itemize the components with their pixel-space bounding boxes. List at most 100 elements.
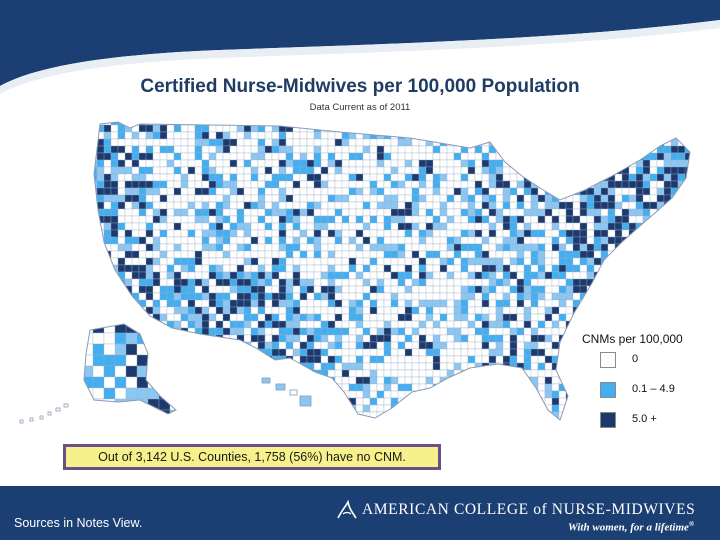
county-cell: [488, 341, 497, 350]
county-cell: [600, 264, 609, 273]
county-cell: [502, 411, 518, 420]
county-cell: [586, 271, 595, 280]
county-cell: [432, 222, 441, 231]
county-cell: [376, 236, 385, 245]
us-county-map: [19, 121, 706, 424]
county-cell: [600, 194, 609, 203]
county-cell: [299, 271, 308, 280]
county-cell: [94, 145, 98, 154]
county-cell: [306, 383, 322, 392]
county-cell: [488, 166, 497, 175]
county-cell: [565, 411, 574, 420]
county-cell: [621, 257, 630, 266]
county-cell: [649, 131, 658, 140]
county-cell: [327, 418, 336, 420]
county-cell: [684, 257, 690, 266]
county-cell: [306, 180, 315, 189]
county-cell: [516, 313, 525, 322]
county-cell: [348, 187, 357, 196]
county-cell: [208, 187, 217, 196]
county-cell: [467, 264, 476, 273]
county-cell: [334, 122, 350, 126]
county-cell: [103, 354, 116, 367]
county-cell: [558, 278, 567, 287]
county-cell: [334, 362, 343, 371]
county-cell: [169, 343, 176, 356]
county-cell: [495, 376, 504, 385]
county-cell: [684, 292, 690, 301]
county-cell: [222, 404, 238, 413]
county-cell: [530, 173, 539, 182]
county-cell: [355, 320, 364, 329]
county-cell: [147, 343, 160, 356]
county-cell: [649, 122, 658, 126]
county-cell: [376, 320, 385, 329]
county-cell: [467, 369, 476, 378]
county-cell: [187, 404, 203, 413]
county-cell: [439, 187, 448, 196]
county-cell: [607, 201, 616, 210]
county-cell: [299, 159, 308, 168]
county-cell: [411, 138, 420, 147]
county-cell: [600, 278, 609, 287]
county-cell: [572, 138, 581, 147]
county-cell: [692, 293, 706, 300]
county-cell: [488, 131, 497, 140]
county-cell: [453, 201, 462, 210]
county-cell: [117, 124, 126, 133]
county-cell: [169, 376, 176, 389]
county-cell: [425, 229, 434, 238]
county-cell: [292, 243, 301, 252]
county-cell: [94, 166, 98, 175]
county-cell: [628, 145, 644, 154]
county-cell: [607, 264, 623, 273]
county-cell: [565, 124, 574, 133]
county-cell: [404, 236, 413, 245]
county-cell: [509, 355, 518, 364]
county-cell: [383, 180, 392, 189]
legend-label-low: 0.1 – 4.9: [632, 383, 675, 395]
county-cell: [285, 341, 294, 350]
county-cell: [187, 166, 196, 175]
county-cell: [390, 355, 399, 364]
county-cell: [502, 215, 511, 224]
county-cell: [264, 362, 273, 371]
county-cell: [124, 215, 133, 224]
county-cell: [551, 124, 567, 133]
county-cell: [285, 166, 294, 175]
county-cell: [201, 355, 210, 364]
county-cell: [586, 138, 595, 147]
county-cell: [418, 122, 434, 126]
county-cell: [348, 124, 364, 133]
county-cell: [376, 145, 385, 154]
county-cell: [278, 327, 287, 336]
county-cell: [376, 194, 385, 203]
county-cell: [649, 257, 665, 266]
county-cell: [152, 306, 161, 315]
county-cell: [187, 222, 196, 231]
county-cell: [348, 257, 357, 266]
county-cell: [341, 194, 350, 203]
county-cell: [173, 306, 182, 315]
county-cell: [180, 306, 189, 315]
county-cell: [138, 173, 147, 182]
county-cell: [194, 397, 210, 406]
county-cell: [362, 404, 371, 413]
county-cell: [292, 418, 301, 420]
county-cell: [327, 390, 336, 399]
county-cell: [390, 243, 399, 252]
county-cell: [229, 411, 238, 420]
county-cell: [453, 124, 469, 133]
county-cell: [355, 271, 364, 280]
county-cell: [432, 131, 441, 140]
county-cell: [313, 145, 322, 154]
county-cell: [110, 138, 119, 147]
county-cell: [481, 222, 490, 231]
county-cell: [460, 292, 469, 301]
county-cell: [565, 152, 574, 161]
county-cell: [474, 173, 483, 182]
county-cell: [642, 278, 658, 287]
county-cell: [579, 131, 588, 140]
county-cell: [250, 404, 259, 413]
county-cell: [145, 299, 154, 308]
